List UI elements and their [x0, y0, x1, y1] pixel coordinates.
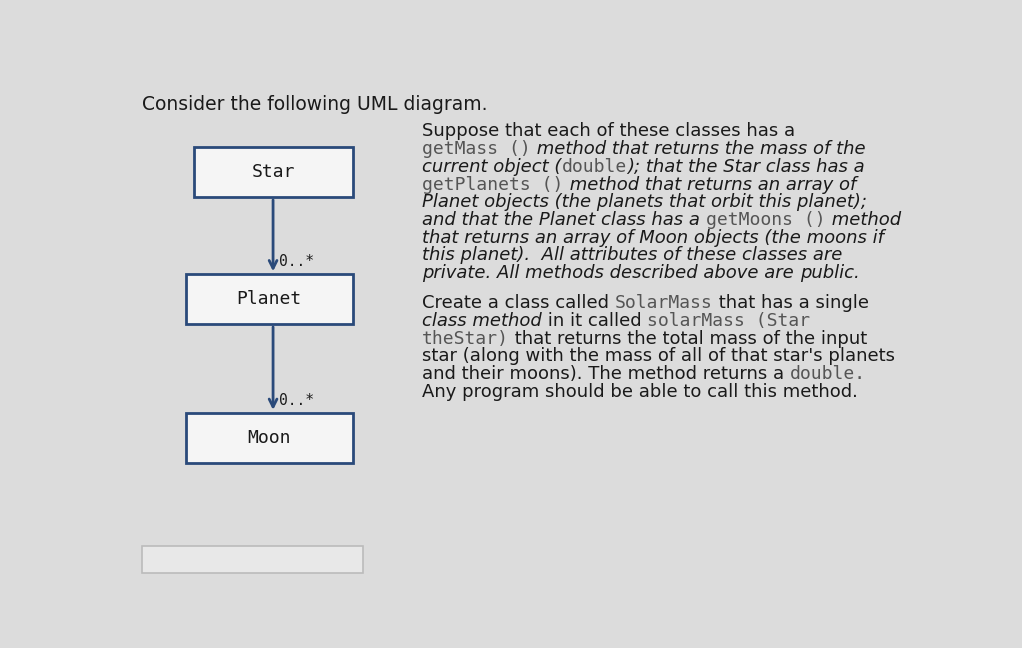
Bar — [186, 413, 353, 463]
Text: in it called: in it called — [542, 312, 647, 330]
Text: Planet objects (the planets that orbit this planet);: Planet objects (the planets that orbit t… — [422, 193, 868, 211]
Text: and that the Planet class has a: and that the Planet class has a — [422, 211, 706, 229]
Text: 0..*: 0..* — [279, 255, 314, 270]
Text: and their moons). The method returns a: and their moons). The method returns a — [422, 365, 790, 383]
Text: 0..*: 0..* — [279, 393, 314, 408]
Bar — [186, 274, 353, 324]
Text: private. All methods described above are: private. All methods described above are — [422, 264, 800, 282]
Text: Planet: Planet — [236, 290, 301, 308]
Text: star (along with the mass of all of that star's planets: star (along with the mass of all of that… — [422, 347, 895, 365]
Text: method: method — [826, 211, 900, 229]
Text: theStar): theStar) — [422, 330, 509, 347]
Text: Consider the following UML diagram.: Consider the following UML diagram. — [142, 95, 487, 113]
Text: solarMass (Star: solarMass (Star — [647, 312, 810, 330]
Text: that returns the total mass of the input: that returns the total mass of the input — [509, 330, 868, 347]
Bar — [142, 546, 363, 573]
Text: this planet).  All attributes of these classes are: this planet). All attributes of these cl… — [422, 246, 842, 264]
Text: that returns an array of Moon objects (the moons if: that returns an array of Moon objects (t… — [422, 229, 884, 247]
Bar — [193, 147, 353, 197]
Text: class method: class method — [422, 312, 542, 330]
Text: .: . — [853, 264, 860, 282]
Text: that has a single: that has a single — [713, 294, 869, 312]
Text: double.: double. — [790, 365, 867, 383]
Text: getMoons (): getMoons () — [706, 211, 826, 229]
Text: Suppose that each of these classes has a: Suppose that each of these classes has a — [422, 122, 795, 141]
Text: public: public — [800, 264, 853, 282]
Text: ); that the Star class has a: ); that the Star class has a — [626, 158, 865, 176]
Text: double: double — [562, 158, 626, 176]
Text: current object (: current object ( — [422, 158, 562, 176]
Text: Any program should be able to call this method.: Any program should be able to call this … — [422, 383, 858, 400]
Text: getPlanets (): getPlanets () — [422, 176, 563, 194]
Text: method that returns an array of: method that returns an array of — [563, 176, 856, 194]
Text: Create a class called: Create a class called — [422, 294, 615, 312]
Text: method that returns the mass of the: method that returns the mass of the — [531, 140, 866, 158]
Text: SolarMass: SolarMass — [615, 294, 713, 312]
Text: Star: Star — [251, 163, 294, 181]
Text: getMass (): getMass () — [422, 140, 531, 158]
Text: Moon: Moon — [247, 429, 291, 446]
